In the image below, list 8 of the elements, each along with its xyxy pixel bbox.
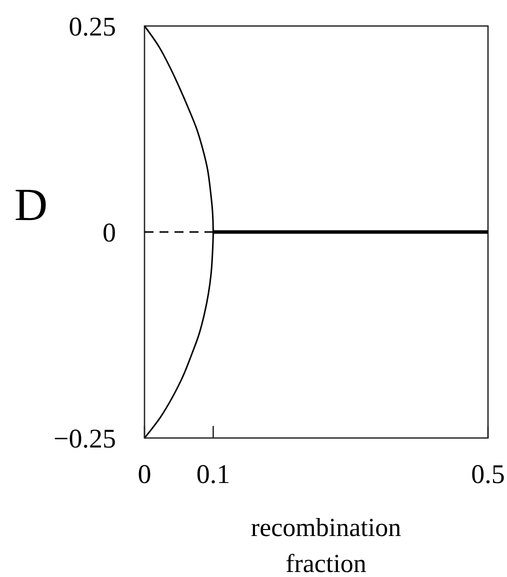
x-tick-label: 0 <box>138 459 152 489</box>
y-tick-label: 0 <box>102 217 116 248</box>
y-tick-label: 0.25 <box>68 11 116 42</box>
x-tick-label: 0.5 <box>471 459 505 489</box>
y-axis-title: D <box>14 179 48 230</box>
x-axis-title: recombination fraction <box>250 513 402 577</box>
x-tick-label: 0.1 <box>196 459 230 489</box>
y-tick-label: −0.25 <box>54 423 116 454</box>
